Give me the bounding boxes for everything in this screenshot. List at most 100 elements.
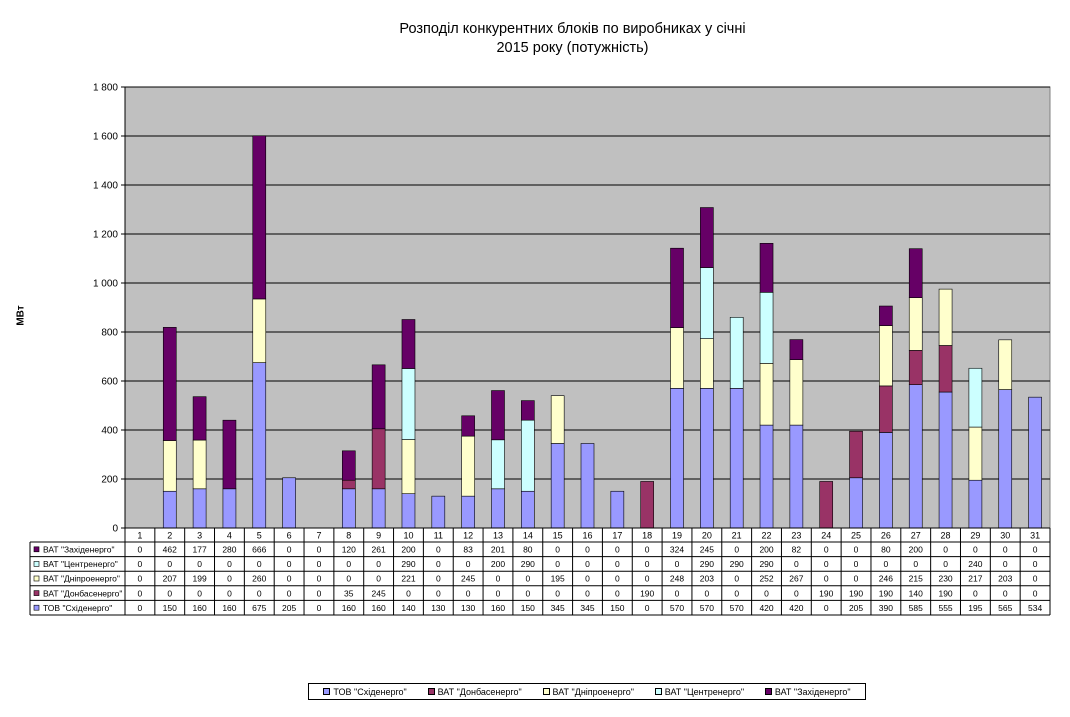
- table-cell-value: 345: [580, 603, 594, 613]
- bar-segment: [700, 338, 714, 389]
- table-cell-value: 200: [759, 545, 773, 555]
- bar-segment: [908, 297, 923, 351]
- bar-segment: [491, 439, 505, 490]
- table-cell-value: 246: [879, 574, 893, 584]
- table-cell-value: 0: [794, 559, 799, 569]
- bar-segment: [700, 388, 714, 529]
- table-row-label: ВАТ "Дніпроенерго": [43, 574, 120, 584]
- table-legend-key: [33, 561, 40, 567]
- bar-segment: [759, 363, 774, 426]
- table-cell-value: 160: [372, 603, 386, 613]
- table-cell-value: 0: [525, 588, 530, 598]
- bar-segment: [729, 316, 744, 389]
- table-cell-value: 80: [523, 545, 533, 555]
- table-cell-value: 0: [525, 574, 530, 584]
- table-cell-value: 585: [909, 603, 923, 613]
- bar-segment: [759, 424, 774, 529]
- table-row-label: ВАТ "Західенерго": [43, 545, 114, 555]
- x-tick-label: 27: [911, 531, 921, 541]
- table-cell-value: 0: [436, 559, 441, 569]
- table-cell-value: 190: [879, 588, 893, 598]
- table-cell-value: 0: [406, 588, 411, 598]
- table-cell-value: 0: [138, 588, 143, 598]
- table-cell-value: 0: [138, 545, 143, 555]
- bar-segment: [789, 359, 804, 426]
- legend-item: ВАТ "Донбасенерго": [427, 687, 522, 697]
- table-cell-value: 0: [1033, 559, 1038, 569]
- table-cell-value: 0: [227, 559, 232, 569]
- legend-label: ТОВ "Східенерго": [333, 686, 407, 697]
- bar-segment: [670, 247, 684, 328]
- bar-segment: [938, 391, 953, 529]
- table-row-label: ТОВ "Східенерго": [43, 603, 112, 613]
- table-cell-value: 0: [317, 545, 322, 555]
- table-cell-value: 0: [466, 559, 471, 569]
- legend-swatch: [323, 688, 331, 695]
- table-cell-value: 203: [998, 574, 1012, 584]
- y-tick-label: 1 200: [93, 230, 118, 241]
- table-row-label: ВАТ "Центренерго": [43, 559, 118, 569]
- x-tick-label: 3: [197, 531, 202, 541]
- bar-segment: [729, 388, 744, 529]
- x-tick-label: 16: [582, 531, 592, 541]
- table-cell-value: 160: [491, 603, 505, 613]
- x-tick-label: 13: [493, 531, 503, 541]
- table-cell-value: 0: [585, 559, 590, 569]
- x-tick-label: 14: [523, 531, 533, 541]
- bar-segment: [521, 400, 535, 421]
- x-tick-label: 22: [762, 531, 772, 541]
- table-cell-value: 160: [193, 603, 207, 613]
- table-cell-value: 0: [257, 559, 262, 569]
- table-cell-value: 0: [138, 574, 143, 584]
- table-cell-value: 0: [1033, 545, 1038, 555]
- table-cell-value: 195: [968, 603, 982, 613]
- x-tick-label: 12: [463, 531, 473, 541]
- y-tick-label: 200: [101, 475, 118, 486]
- table-cell-value: 0: [287, 559, 292, 569]
- bar-segment: [521, 490, 535, 529]
- table-cell-value: 150: [610, 603, 624, 613]
- table-cell-value: 0: [436, 588, 441, 598]
- table-cell-value: 150: [521, 603, 535, 613]
- bar-segment: [252, 298, 267, 363]
- table-cell-value: 240: [968, 559, 982, 569]
- table-legend-key: [33, 590, 40, 596]
- table-cell-value: 345: [551, 603, 565, 613]
- legend-item: ВАТ "Дніпроенерго": [542, 687, 634, 697]
- table-cell-value: 0: [1003, 545, 1008, 555]
- table-cell-value: 290: [730, 559, 744, 569]
- table-cell-value: 0: [227, 588, 232, 598]
- table-legend-key: [33, 604, 40, 611]
- x-tick-label: 2: [167, 531, 172, 541]
- table-cell-value: 0: [973, 545, 978, 555]
- bar-segment: [580, 443, 595, 529]
- table-cell-value: 160: [342, 603, 356, 613]
- table-cell-value: 0: [376, 574, 381, 584]
- table-cell-value: 0: [645, 559, 650, 569]
- table-cell-value: 390: [879, 603, 893, 613]
- bar-segment: [1028, 396, 1042, 529]
- table-cell-value: 82: [792, 545, 802, 555]
- x-tick-label: 19: [672, 531, 682, 541]
- bar-segment: [849, 430, 863, 479]
- table-cell-value: 0: [824, 603, 829, 613]
- table-cell-value: 0: [317, 588, 322, 598]
- table-cell-value: 245: [700, 545, 714, 555]
- legend-label: ВАТ "Західенерго": [774, 686, 851, 697]
- table-cell-value: 534: [1028, 603, 1042, 613]
- bar-segment: [908, 384, 923, 529]
- table-cell-value: 140: [909, 588, 923, 598]
- y-tick-label: 1 400: [93, 181, 118, 192]
- x-tick-label: 10: [403, 531, 413, 541]
- table-cell-value: 570: [670, 603, 684, 613]
- bar-segment: [222, 419, 237, 490]
- table-cell-value: 0: [227, 574, 232, 584]
- bar-segment: [700, 267, 714, 339]
- x-tick-label: 11: [434, 531, 443, 541]
- bar-segment: [819, 481, 834, 529]
- table-cell-value: 221: [401, 574, 415, 584]
- table-cell-value: 83: [463, 545, 473, 555]
- table-cell-value: 261: [372, 545, 386, 555]
- table-cell-value: 555: [938, 603, 952, 613]
